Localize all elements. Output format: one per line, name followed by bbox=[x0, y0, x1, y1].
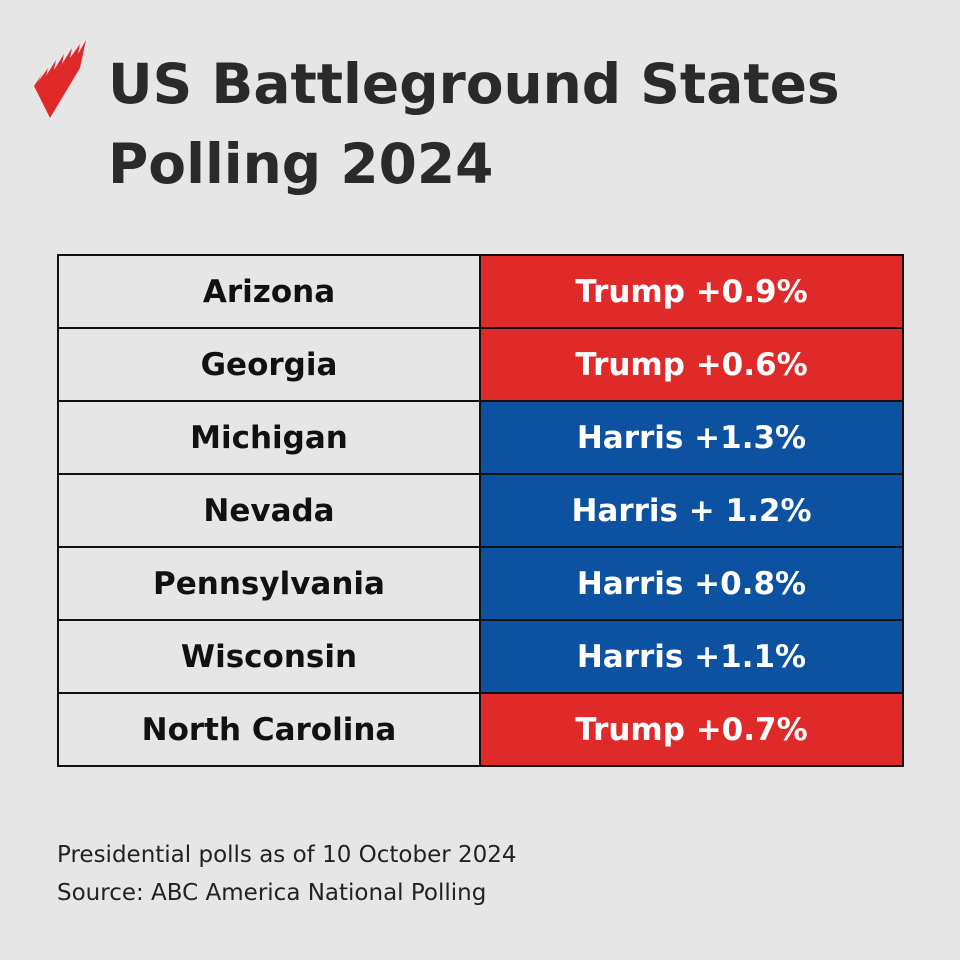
title-line-1: US Battleground States bbox=[108, 52, 840, 116]
state-cell: Nevada bbox=[57, 473, 481, 548]
page-title: US Battleground States Polling 2024 bbox=[108, 44, 840, 204]
table-row: Pennsylvania Harris +0.8% bbox=[57, 546, 904, 621]
polling-table: Arizona Trump +0.9% Georgia Trump +0.6% Mich… bbox=[57, 254, 904, 767]
table-row: Nevada Harris + 1.2% bbox=[57, 473, 904, 548]
result-cell-harris: Harris +1.3% bbox=[479, 400, 904, 475]
result-cell-harris: Harris +0.8% bbox=[479, 546, 904, 621]
state-cell: Pennsylvania bbox=[57, 546, 481, 621]
sbs-logo-icon bbox=[34, 40, 86, 118]
result-cell-harris: Harris + 1.2% bbox=[479, 473, 904, 548]
table-row: Georgia Trump +0.6% bbox=[57, 327, 904, 402]
state-cell: Wisconsin bbox=[57, 619, 481, 694]
title-line-2: Polling 2024 bbox=[108, 132, 494, 196]
table-row: Michigan Harris +1.3% bbox=[57, 400, 904, 475]
result-cell-trump: Trump +0.7% bbox=[479, 692, 904, 767]
footer-note: Presidential polls as of 10 October 2024 bbox=[57, 842, 517, 868]
result-cell-harris: Harris +1.1% bbox=[479, 619, 904, 694]
state-cell: Michigan bbox=[57, 400, 481, 475]
footer-source: Source: ABC America National Polling bbox=[57, 880, 487, 906]
footer: Presidential polls as of 10 October 2024… bbox=[57, 836, 517, 912]
table-row: North Carolina Trump +0.7% bbox=[57, 692, 904, 767]
result-cell-trump: Trump +0.6% bbox=[479, 327, 904, 402]
table-row: Arizona Trump +0.9% bbox=[57, 254, 904, 329]
table-row: Wisconsin Harris +1.1% bbox=[57, 619, 904, 694]
state-cell: Georgia bbox=[57, 327, 481, 402]
state-cell: North Carolina bbox=[57, 692, 481, 767]
result-cell-trump: Trump +0.9% bbox=[479, 254, 904, 329]
state-cell: Arizona bbox=[57, 254, 481, 329]
